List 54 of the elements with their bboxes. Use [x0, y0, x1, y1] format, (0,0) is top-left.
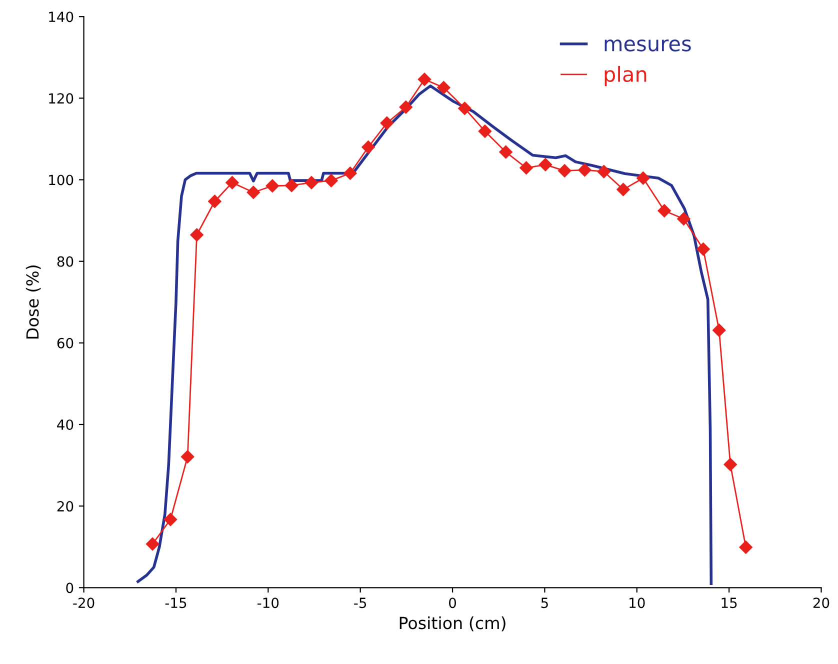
y-tick-label: 40 [57, 419, 74, 430]
x-tick-label: -5 [354, 598, 366, 608]
point [324, 174, 338, 188]
point [739, 540, 752, 554]
point [458, 102, 472, 115]
y-tick-label: 20 [57, 501, 74, 512]
x-tick-label: -15 [165, 598, 186, 608]
point [658, 204, 671, 218]
y-tick-label: 100 [49, 174, 74, 186]
legend-label: mesures [604, 40, 691, 52]
point [164, 512, 178, 526]
point [344, 166, 357, 180]
point [208, 194, 222, 208]
point [146, 537, 160, 551]
x-tick-label: -10 [257, 598, 279, 608]
y-tick-label: 80 [57, 256, 74, 267]
point [538, 158, 552, 172]
y-tick-label: 140 [49, 12, 74, 22]
point [266, 179, 279, 192]
y-tick-label: 0 [66, 582, 74, 594]
x-tick-label: 15 [722, 598, 737, 608]
point [437, 80, 450, 94]
x-tick-label: 10 [630, 598, 645, 608]
point [478, 124, 492, 138]
point [724, 458, 737, 472]
point [597, 165, 610, 178]
point [558, 164, 572, 178]
point [696, 242, 710, 256]
point [418, 72, 432, 86]
point [616, 182, 630, 196]
point [380, 116, 394, 130]
point [181, 450, 194, 464]
point [190, 228, 204, 242]
point [636, 172, 650, 185]
point [362, 140, 375, 154]
x-tick-label: 5 [541, 598, 548, 608]
legend-label: plan [604, 66, 646, 86]
point [578, 163, 592, 177]
point [226, 176, 239, 190]
y-tick-label: 60 [57, 338, 74, 348]
point [712, 324, 726, 337]
point [399, 100, 412, 114]
x-tick-label: 20 [813, 598, 830, 608]
x-tick-label: 0 [449, 598, 456, 608]
y-axis-title: Dose (%) [26, 266, 41, 339]
point [304, 176, 318, 190]
x-axis-title: Position (cm) [400, 616, 506, 632]
point [677, 212, 690, 226]
x-tick-label: -20 [73, 598, 94, 608]
point [520, 161, 533, 175]
point [284, 178, 298, 192]
point [246, 186, 260, 199]
y-tick-label: 120 [49, 93, 74, 104]
point [499, 145, 512, 159]
